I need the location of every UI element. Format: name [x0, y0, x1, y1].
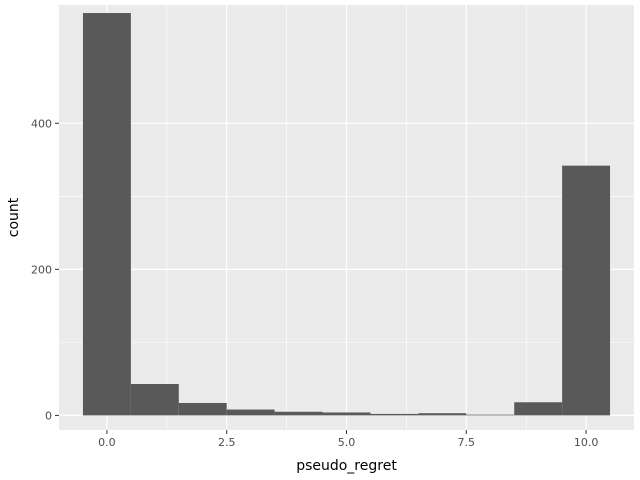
histogram-bar: [370, 413, 419, 416]
histogram-bar: [274, 411, 323, 416]
histogram-bar: [418, 413, 467, 416]
x-tick-label: 5.0: [338, 436, 356, 449]
histogram-bar: [130, 383, 179, 416]
x-tick-label: 7.5: [458, 436, 476, 449]
y-tick-label: 0: [45, 409, 52, 422]
histogram-bars: [82, 13, 611, 416]
x-tick-label: 0.0: [98, 436, 116, 449]
histogram-bar: [322, 412, 371, 416]
x-tick-label: 10.0: [574, 436, 599, 449]
histogram-bar: [562, 165, 611, 416]
y-tick-label: 200: [31, 263, 52, 276]
histogram-bar: [466, 414, 515, 416]
histogram-bar: [226, 409, 275, 416]
x-axis-ticks: 0.0 2.5 5.0 7.5 10.0: [98, 430, 598, 449]
histogram-bar: [82, 13, 131, 416]
y-axis-ticks: 0 200 400: [31, 117, 59, 422]
x-axis-title: pseudo_regret: [296, 458, 397, 474]
y-tick-label: 400: [31, 117, 52, 130]
histogram-bar: [178, 402, 227, 416]
y-axis-title: count: [6, 197, 22, 237]
x-tick-label: 2.5: [218, 436, 236, 449]
histogram-bar: [514, 402, 563, 416]
